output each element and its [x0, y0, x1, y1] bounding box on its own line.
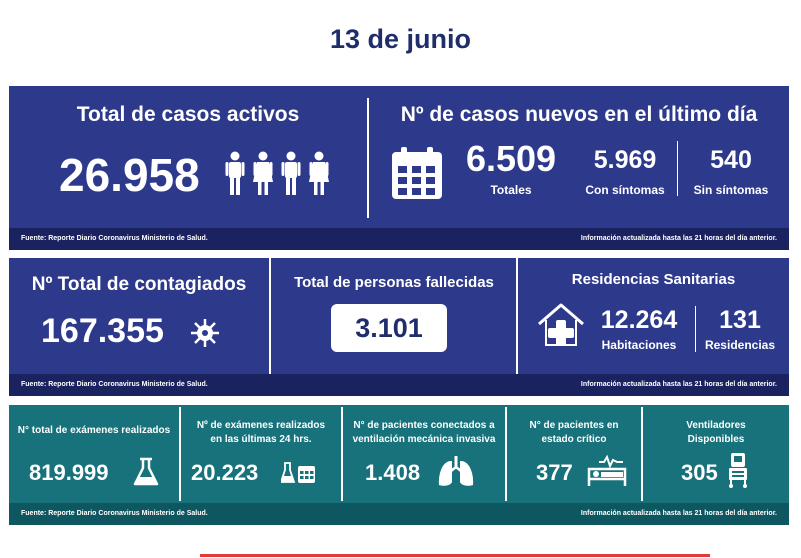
update-note: Información actualizada hasta las 21 hor… — [580, 510, 777, 517]
new-cases-title: Nº de casos nuevos en el último día — [400, 103, 758, 126]
panel-footer: Fuente: Reporte Diario Coronavirus Minis… — [9, 503, 789, 525]
new-cases-total-value: 6.509 — [465, 138, 557, 179]
exams-total-title: N° total de exámenes realizados — [17, 425, 171, 436]
infected-value: 167.355 — [41, 312, 164, 350]
critical-value: 377 — [536, 460, 573, 485]
residences-title: Residencias Sanitarias — [571, 271, 736, 288]
totals-panel: Nº Total de contagiados 167.355 Total de… — [9, 258, 789, 396]
virus-icon — [191, 319, 219, 347]
ventilated-title-line2: ventilación mecánica invasiva — [352, 434, 496, 445]
divider — [505, 407, 507, 501]
divider — [516, 258, 518, 374]
active-cases-title: Total de casos activos — [76, 103, 300, 126]
source-note: Fuente: Reporte Diario Coronavirus Minis… — [21, 510, 208, 517]
exams-total-value: 819.999 — [29, 460, 109, 485]
lungs-icon — [438, 456, 474, 486]
residences-value: 131 — [719, 306, 761, 334]
new-cases-total-label: Totales — [490, 183, 532, 197]
rooms-value: 12.264 — [600, 306, 678, 334]
hospital-panel: N° total de exámenes realizados 819.999 … — [9, 405, 789, 525]
critical-title-line2: estado crítico — [541, 434, 607, 445]
page-date: 13 de junio — [329, 24, 472, 54]
update-note: Información actualizada hasta las 21 hor… — [580, 235, 777, 242]
divider — [179, 407, 181, 501]
deceased-title: Total de personas fallecidas — [294, 274, 494, 291]
panel-footer: Fuente: Reporte Diario Coronavirus Minis… — [9, 374, 789, 396]
ventilated-value: 1.408 — [365, 460, 421, 485]
calendar-icon — [392, 147, 442, 199]
divider — [367, 98, 369, 218]
flask-calendar-icon — [281, 462, 315, 483]
ventilated-title: N° de pacientes conectados a ventilación… — [343, 419, 505, 447]
deceased-value: 3.101 — [331, 304, 447, 352]
exams-24h-value: 20.223 — [191, 460, 259, 485]
exams-24h-title-line1: Nº de exámenes realizados — [196, 420, 326, 431]
exams-24h-title: Nº de exámenes realizados en las últimas… — [181, 419, 341, 447]
infected-title: Nº Total de contagiados — [31, 274, 247, 295]
residences-label: Residencias — [704, 338, 776, 352]
divider — [677, 141, 678, 196]
critical-title: N° de pacientes en estado crítico — [507, 419, 641, 447]
ventilators-title-line1: Ventiladores — [686, 420, 746, 431]
ventilator-icon — [729, 453, 747, 488]
hospital-bed-icon — [587, 455, 627, 486]
asymptomatic-label: Sin síntomas — [693, 183, 769, 197]
divider — [269, 258, 271, 374]
divider — [695, 306, 696, 352]
decorative-bar — [200, 554, 710, 557]
asymptomatic-value: 540 — [710, 146, 752, 174]
symptomatic-value: 5.969 — [593, 146, 657, 174]
flask-icon — [133, 457, 159, 486]
health-house-icon — [538, 303, 584, 346]
cases-panel: Total de casos activos 26.958 Nº de caso… — [9, 86, 789, 250]
source-note: Fuente: Reporte Diario Coronavirus Minis… — [21, 381, 208, 388]
ventilators-title-line2: Disponibles — [687, 434, 745, 445]
ventilators-value: 305 — [681, 460, 718, 485]
divider — [341, 407, 343, 501]
panel-footer: Fuente: Reporte Diario Coronavirus Minis… — [9, 228, 789, 250]
active-cases-value: 26.958 — [59, 149, 200, 201]
rooms-label: Habitaciones — [601, 338, 677, 352]
critical-title-line1: N° de pacientes en — [529, 420, 619, 431]
update-note: Información actualizada hasta las 21 hor… — [580, 381, 777, 388]
ventilators-title: Ventiladores Disponibles — [643, 419, 789, 447]
ventilated-title-line1: N° de pacientes conectados a — [353, 420, 495, 431]
symptomatic-label: Con síntomas — [585, 183, 665, 197]
source-note: Fuente: Reporte Diario Coronavirus Minis… — [21, 235, 208, 242]
exams-24h-title-line2: en las últimas 24 hrs. — [210, 434, 312, 445]
people-icon — [225, 151, 329, 195]
divider — [641, 407, 643, 501]
